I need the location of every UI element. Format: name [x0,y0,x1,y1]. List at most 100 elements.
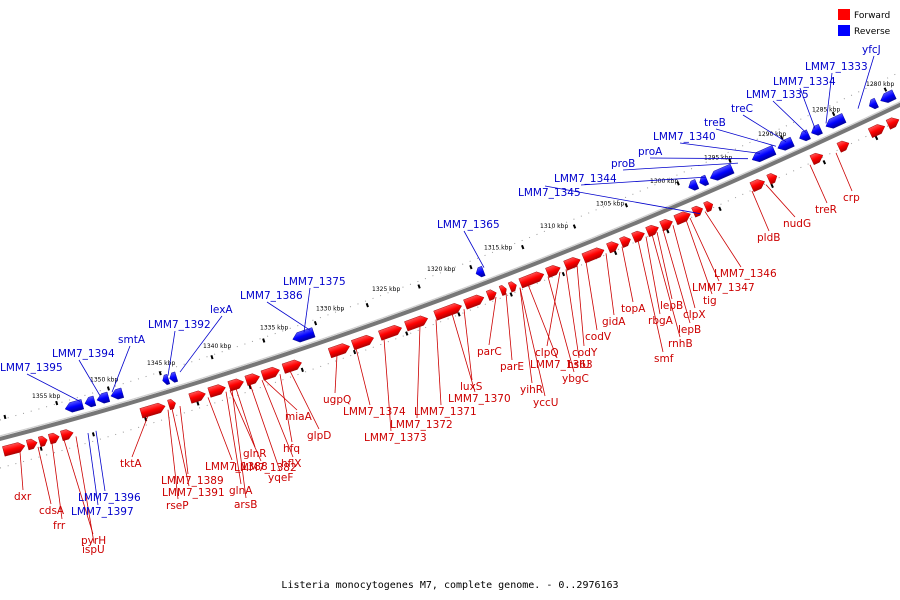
forward-gene-label: luxS [460,381,483,393]
ruler-tick-label: 1305 kbp [596,200,624,207]
leader-line [231,389,247,499]
ruler-tick [417,284,421,289]
leader-line [63,439,94,535]
reverse-gene-label: smtA [118,334,146,346]
forward-gene-label: topA [621,303,646,315]
ruler-tick-label: 1290 kbp [758,131,786,138]
legend-forward-label: Forward [854,11,890,21]
forward-gene-label: lepB [678,324,701,336]
forward-gene-arrow [188,390,206,404]
forward-gene-label: rseP [166,500,189,512]
leader-line [303,287,311,333]
leader-line [857,55,875,109]
forward-gene-label: glnA [229,485,253,497]
reverse-gene-arrow [475,265,486,278]
forward-gene-arrow [619,236,631,248]
leader-line [179,315,223,373]
reverse-gene-label: treB [704,117,726,129]
forward-gene-arrow [260,366,280,381]
reverse-gene-arrow [110,387,125,400]
forward-genes [2,117,900,457]
leader-line [547,276,575,373]
leader-line [751,190,770,232]
forward-gene-arrow [327,343,350,359]
forward-gene-arrow [244,373,260,386]
reverse-gene-label: LMM7_1340 [653,131,716,143]
forward-gene-label: codV [585,331,612,343]
forward-gene-label: crp [843,192,860,204]
forward-gene-arrow [463,294,485,310]
ruler-tick-label: 1320 kbp [427,266,455,273]
reverse-gene-arrow [84,395,97,408]
leader-line [463,309,473,381]
forward-gene-label: arsB [234,499,257,511]
leader-lines [19,55,875,544]
forward-gene-label: rbgA [648,315,674,327]
leader-line [261,379,294,458]
reverse-gene-arrow [825,113,847,129]
genome-caption: Listeria monocytogenes M7, complete geno… [281,580,618,591]
leader-line [167,330,176,376]
ruler-tick-label: 1340 kbp [203,343,231,350]
forward-gene-arrow [703,201,714,213]
forward-gene-label: miaA [285,411,313,423]
reverse-gene-arrow [64,399,85,413]
leader-line [835,152,853,192]
leader-line [235,388,256,448]
leader-line [742,114,787,143]
reverse-gene-label: LMM7_1345 [518,187,581,199]
leader-line [355,348,371,406]
forward-gene-arrow [485,289,497,301]
ruler-tick [718,206,722,212]
reverse-gene-label: LMM7_1396 [78,492,141,504]
forward-gene-label: ybgC [562,373,589,385]
leader-line [656,231,673,300]
forward-gene-label: LMM7_1372 [390,419,453,431]
reverse-gene-label: LMM7_1344 [554,173,617,185]
forward-gene-label: tktA [120,458,142,470]
leader-line [662,229,691,324]
forward-gene-label: hslU [567,359,590,371]
leader-line [544,185,701,215]
ruler-tick-label: 1330 kbp [316,306,344,313]
ruler-tick [300,367,304,373]
legend-reverse-swatch [838,25,850,36]
ruler-tick-label: 1285 kbp [812,106,840,113]
leader-line [266,301,311,331]
reverse-gene-arrow [688,179,700,191]
leader-line [37,446,52,505]
ruler-tick [106,386,110,391]
ruler-tick [509,292,513,297]
ruler-tick [457,312,461,317]
leader-line [26,373,81,402]
forward-gene-arrow [404,315,429,332]
reverse-gene-arrow [777,136,795,151]
forward-gene-label: pldB [757,232,780,244]
reverse-gene-label: treC [731,103,753,115]
ruler-tick [883,87,888,92]
ruler-tick [613,250,618,256]
reverse-gene-label: LMM7_1365 [437,219,500,231]
forward-gene-arrow [2,442,26,457]
leader-line [488,296,497,346]
leader-line [167,409,179,500]
ruler-tick [313,320,318,326]
leader-line [519,287,533,384]
leader-line [585,261,598,331]
forward-gene-arrow [37,435,48,447]
ruler-tick [728,158,732,164]
legend: Forward Reverse [838,9,891,37]
forward-gene-label: yihR [520,384,543,396]
forward-gene-arrow [867,124,886,139]
forward-gene-label: glpD [307,430,331,442]
leader-line [463,230,485,268]
forward-gene-arrow [631,230,645,243]
reverse-gene-label: lexA [210,304,233,316]
leader-line [519,287,546,397]
forward-gene-label: cdsA [39,505,65,517]
leader-line [416,325,421,419]
leader-line [249,383,281,472]
forward-gene-label: LMM7_1389 [161,475,224,487]
forward-gene-label: hfq [283,443,300,455]
